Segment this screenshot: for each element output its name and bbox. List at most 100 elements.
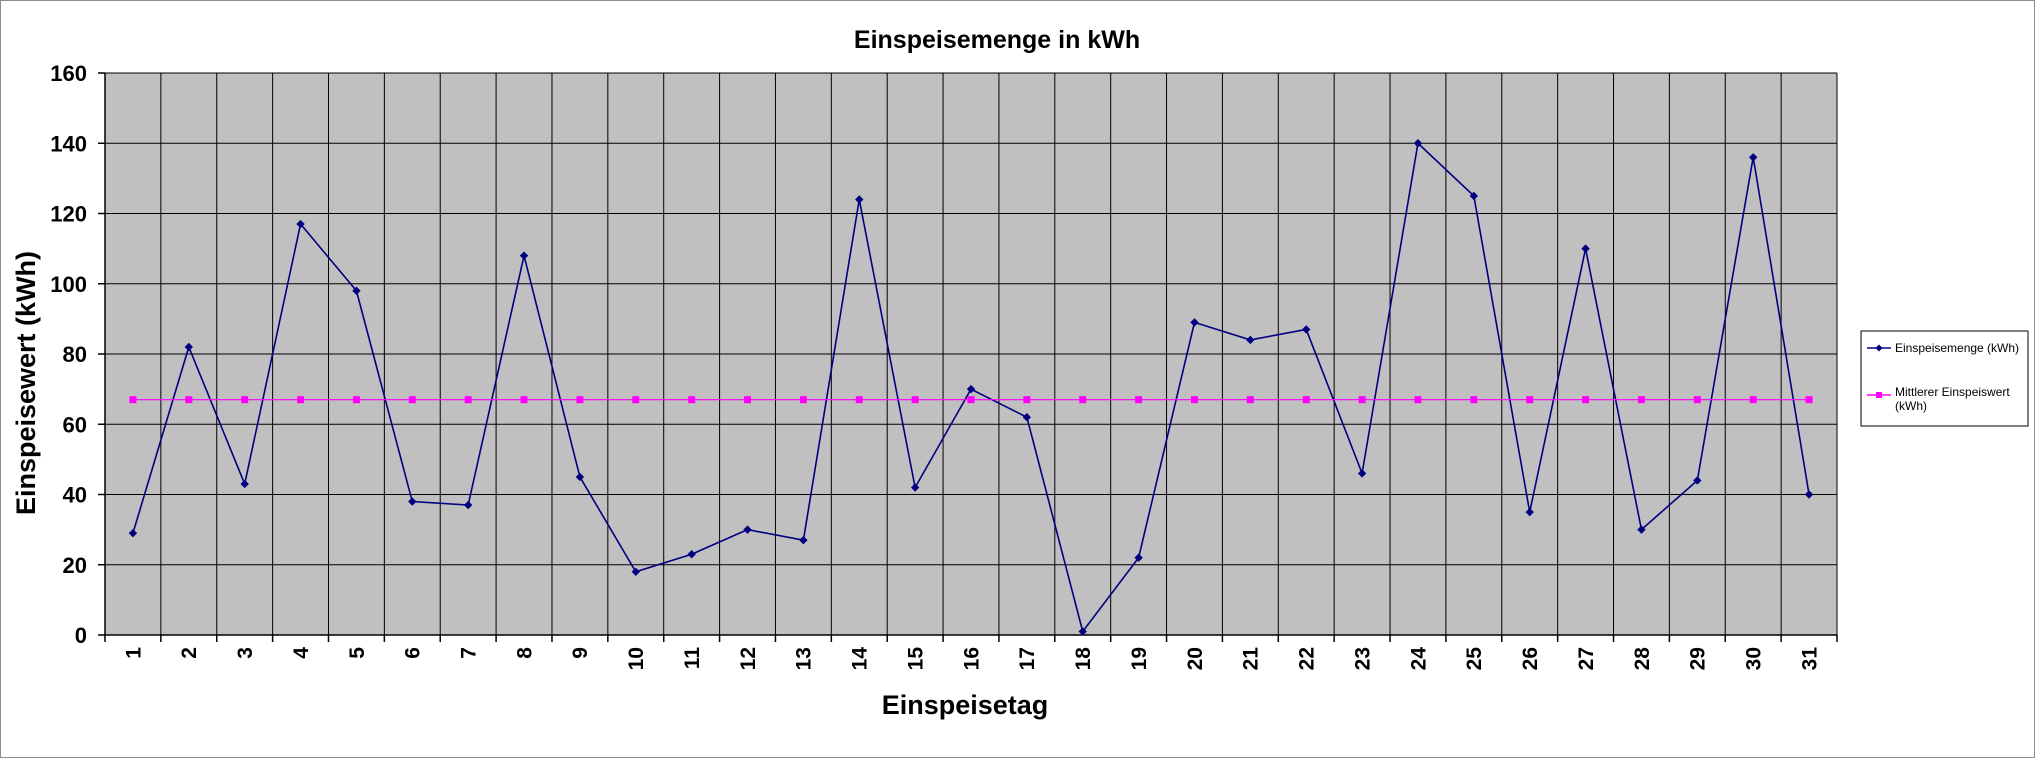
x-tick-label: 13 — [793, 647, 816, 670]
data-point-diamond — [1246, 335, 1255, 345]
x-tick-label: 27 — [1575, 647, 1598, 670]
data-point-square — [1582, 396, 1590, 404]
x-tick-label: 7 — [458, 647, 481, 659]
data-point-diamond — [1804, 490, 1814, 499]
x-tick-labels: 1 2 3 4 5 6 7 8 9 10 11 12 13 14 15 16 17 18 19 20 21 22 23 24 2… — [122, 647, 1821, 671]
data-point-diamond — [966, 384, 976, 394]
data-point-diamond — [1357, 469, 1367, 478]
data-point-diamond — [240, 479, 249, 489]
data-point-square — [744, 396, 752, 404]
x-tick-label: 31 — [1798, 647, 1821, 671]
x-tick-label: 1 — [122, 647, 145, 659]
data-point-diamond — [910, 483, 920, 492]
data-point-diamond — [1748, 153, 1758, 162]
data-point-diamond — [855, 195, 864, 204]
axes — [98, 72, 1838, 642]
legend: Einspeisemenge (kWh) Mittlerer Einspeiswe… — [1860, 330, 2029, 427]
y-tick-label: 60 — [63, 412, 87, 437]
data-point-diamond — [128, 528, 138, 538]
x-tick-label: 19 — [1128, 647, 1151, 670]
data-series — [128, 139, 1814, 636]
data-point-square — [1805, 396, 1813, 404]
x-axis-title: Einspeisetag — [882, 690, 1049, 720]
data-point-square — [129, 396, 137, 404]
data-point-diamond — [463, 500, 473, 510]
data-point-square — [855, 396, 863, 404]
x-tick-label: 25 — [1463, 647, 1486, 671]
data-point-square — [1190, 396, 1198, 404]
data-point-diamond — [631, 567, 640, 576]
legend-label-line: Mittlerer Einspeiswert — [1895, 385, 2010, 399]
x-tick-label: 12 — [737, 647, 760, 670]
x-tick-label: 22 — [1296, 647, 1319, 670]
x-tick-label: 10 — [625, 647, 648, 670]
y-tick-label: 140 — [50, 131, 87, 156]
data-point-square — [1135, 396, 1143, 404]
data-point-square — [464, 396, 472, 404]
data-point-diamond — [1022, 413, 1032, 422]
data-point-diamond — [1469, 191, 1479, 201]
data-point-square — [1526, 396, 1534, 404]
data-point-diamond — [575, 472, 585, 482]
y-tick-label: 100 — [50, 272, 87, 297]
data-point-diamond — [352, 286, 361, 295]
data-point-square — [911, 396, 919, 404]
data-point-square — [1637, 396, 1645, 404]
legend-marker-square — [1876, 392, 1882, 398]
data-point-square — [1358, 396, 1366, 404]
x-tick-label: 2 — [178, 647, 201, 659]
x-tick-label: 9 — [569, 647, 592, 659]
data-point-square — [1749, 396, 1757, 404]
x-tick-label: 28 — [1631, 647, 1654, 671]
legend-items: Einspeisemenge (kWh) Mittlerer Einspeiswe… — [1867, 341, 2019, 413]
data-point-diamond — [1581, 244, 1590, 253]
x-tick-label: 24 — [1407, 647, 1430, 671]
legend-marker-diamond — [1875, 344, 1883, 352]
y-tick-label: 20 — [63, 553, 87, 578]
data-point-diamond — [1413, 139, 1423, 148]
data-point-square — [688, 396, 696, 404]
data-point-square — [185, 396, 193, 404]
legend-label: Einspeisemenge (kWh) — [1895, 341, 2019, 355]
data-point-square — [1079, 396, 1087, 404]
data-point-diamond — [519, 251, 529, 260]
x-tick-label: 21 — [1240, 647, 1263, 671]
y-tick-labels: 0 20 40 60 80 100 120 140 160 — [50, 61, 87, 648]
data-point-diamond — [1190, 318, 1199, 327]
data-point-diamond — [1134, 553, 1143, 562]
data-point-diamond — [743, 525, 752, 534]
series-2 — [129, 396, 1813, 404]
data-point-square — [632, 396, 640, 404]
data-point-diamond — [1302, 325, 1311, 334]
data-point-diamond — [799, 535, 808, 545]
data-point-square — [799, 396, 807, 404]
y-tick-label: 40 — [63, 483, 87, 508]
x-tick-label: 4 — [290, 647, 313, 659]
y-axis-title: Einspeisewert (kWh) — [11, 251, 41, 515]
x-tick-label: 17 — [1016, 647, 1039, 670]
y-tick-label: 160 — [50, 61, 87, 86]
x-tick-label: 6 — [402, 647, 425, 659]
legend-label: Mittlerer Einspeiswert (kWh) — [1895, 385, 2010, 413]
x-tick-label: 20 — [1184, 647, 1207, 670]
y-tick-label: 0 — [75, 623, 87, 648]
x-tick-label: 15 — [904, 647, 927, 671]
data-point-square — [408, 396, 416, 404]
data-point-square — [1693, 396, 1701, 404]
data-point-square — [1414, 396, 1422, 404]
x-tick-label: 11 — [681, 647, 704, 670]
data-point-square — [352, 396, 360, 404]
data-point-square — [1023, 396, 1031, 404]
data-point-square — [576, 396, 584, 404]
x-tick-label: 26 — [1519, 647, 1542, 670]
series-1 — [128, 139, 1814, 636]
data-point-diamond — [687, 550, 696, 559]
x-tick-label: 16 — [960, 647, 983, 670]
data-point-diamond — [1525, 507, 1534, 517]
y-tick-label: 80 — [63, 342, 87, 367]
data-point-diamond — [1637, 525, 1646, 534]
data-point-diamond — [1078, 627, 1087, 636]
data-point-square — [1302, 396, 1310, 404]
